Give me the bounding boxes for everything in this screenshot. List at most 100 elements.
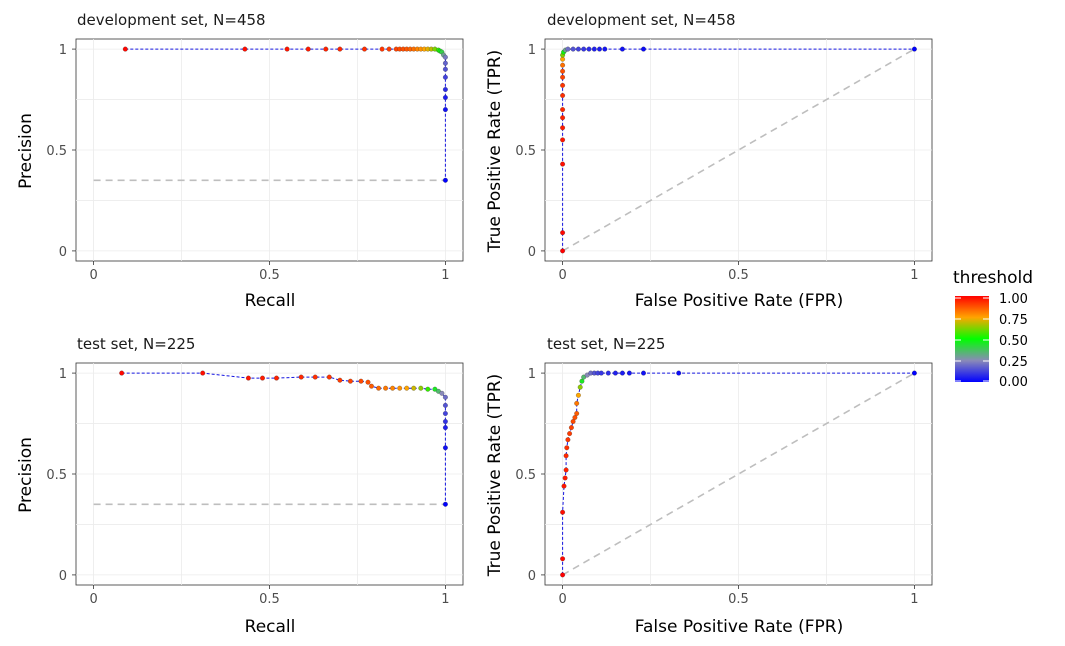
threshold-point (442, 74, 448, 80)
x-tick-label: 1 (441, 592, 449, 607)
threshold-point (560, 62, 566, 68)
legend-title: threshold (953, 268, 1033, 288)
threshold-point (581, 46, 587, 52)
y-tick-label: 0.5 (515, 144, 536, 159)
threshold-point (358, 378, 364, 384)
threshold-point (376, 385, 382, 391)
plot-area: 0 0.5 1 0 0.5 1 (515, 39, 932, 283)
threshold-point (572, 415, 578, 420)
panel-dev-roc: development set, N=458 True Positive Rat… (485, 11, 933, 311)
threshold-point (560, 68, 566, 74)
y-axis-label: Precision (16, 113, 36, 189)
threshold-point (560, 161, 566, 167)
threshold-point (570, 46, 576, 52)
threshold-point (369, 383, 374, 389)
x-tick-label: 0.5 (259, 268, 280, 283)
threshold-point (362, 46, 367, 52)
threshold-point (122, 46, 128, 52)
legend-colorbar (955, 296, 989, 382)
threshold-point (564, 445, 570, 451)
threshold-point (641, 46, 646, 52)
chance-diagonal-line (562, 48, 915, 252)
x-tick-label: 0 (558, 592, 566, 607)
threshold-point (442, 411, 448, 416)
threshold-point (560, 248, 566, 254)
threshold-point (567, 431, 573, 437)
plot-area: 0 0.5 1 0 0.5 1 (46, 39, 463, 283)
panel-test-roc: test set, N=225 True Positive Rate (TPR)… (485, 335, 933, 637)
y-tick-label: 0 (59, 569, 67, 584)
y-tick-label: 0 (59, 245, 67, 260)
threshold-point (442, 177, 448, 183)
threshold-point (365, 379, 371, 385)
threshold-point (577, 384, 583, 390)
legend-label-0-00: 0.00 (999, 375, 1028, 390)
x-tick-label: 1 (910, 268, 918, 283)
x-tick-label: 0 (558, 268, 566, 283)
threshold-point (560, 572, 566, 578)
threshold-point (560, 137, 566, 143)
threshold-point (575, 392, 581, 398)
y-tick-label: 0.5 (515, 468, 536, 483)
threshold-point (575, 46, 581, 52)
threshold-point (563, 467, 569, 473)
threshold-point (347, 378, 353, 384)
y-tick-label: 1 (528, 367, 536, 382)
threshold-point (605, 370, 611, 376)
threshold-point (397, 385, 403, 391)
threshold-point (337, 377, 343, 383)
threshold-point (442, 419, 448, 424)
threshold-point (425, 386, 431, 392)
chart-title: development set, N=458 (547, 11, 736, 29)
threshold-point (442, 66, 448, 72)
threshold-point (411, 385, 417, 391)
threshold-point (560, 509, 566, 515)
threshold-point (560, 93, 566, 98)
threshold-point (442, 425, 448, 431)
threshold-point (574, 411, 580, 416)
threshold-point (619, 370, 625, 376)
threshold-point (570, 419, 576, 424)
threshold-point (245, 375, 251, 381)
threshold-point (641, 370, 646, 376)
threshold-point (560, 115, 566, 121)
threshold-point (591, 46, 597, 52)
threshold-point (911, 46, 917, 52)
threshold-point (598, 370, 604, 376)
x-axis-label: False Positive Rate (FPR) (635, 617, 844, 637)
threshold-point (119, 370, 125, 376)
threshold-point (602, 46, 608, 52)
threshold-point (383, 385, 389, 391)
threshold-point (619, 46, 625, 52)
y-tick-label: 0 (528, 245, 536, 260)
y-tick-label: 1 (59, 43, 67, 58)
threshold-point (568, 425, 574, 431)
x-axis-label: Recall (245, 617, 296, 637)
legend: threshold 1.00 0.75 0.50 0.25 0.00 (953, 268, 1033, 390)
plot-area: 0 0.5 1 0 0.5 1 (515, 363, 932, 607)
plot-area: 0 0.5 1 0 0.5 1 (46, 363, 463, 607)
x-axis-label: False Positive Rate (FPR) (635, 291, 844, 311)
threshold-point (260, 375, 265, 381)
threshold-point (442, 402, 448, 408)
y-tick-label: 1 (59, 367, 67, 382)
x-axis-label: Recall (245, 291, 296, 311)
threshold-point (574, 400, 580, 406)
legend-label-0-50: 0.50 (999, 334, 1028, 349)
x-tick-label: 0.5 (259, 592, 280, 607)
threshold-point (562, 475, 568, 481)
threshold-point (612, 370, 618, 376)
threshold-point (337, 46, 343, 52)
x-tick-label: 0 (89, 268, 97, 283)
x-tick-label: 1 (910, 592, 918, 607)
y-tick-label: 0 (528, 569, 536, 584)
threshold-point (298, 374, 304, 380)
chart-title: test set, N=225 (547, 335, 665, 353)
threshold-point (379, 46, 385, 52)
threshold-point (442, 107, 448, 113)
threshold-point (326, 374, 332, 380)
y-tick-label: 0.5 (46, 144, 67, 159)
threshold-point (560, 82, 566, 88)
threshold-point (439, 390, 445, 396)
